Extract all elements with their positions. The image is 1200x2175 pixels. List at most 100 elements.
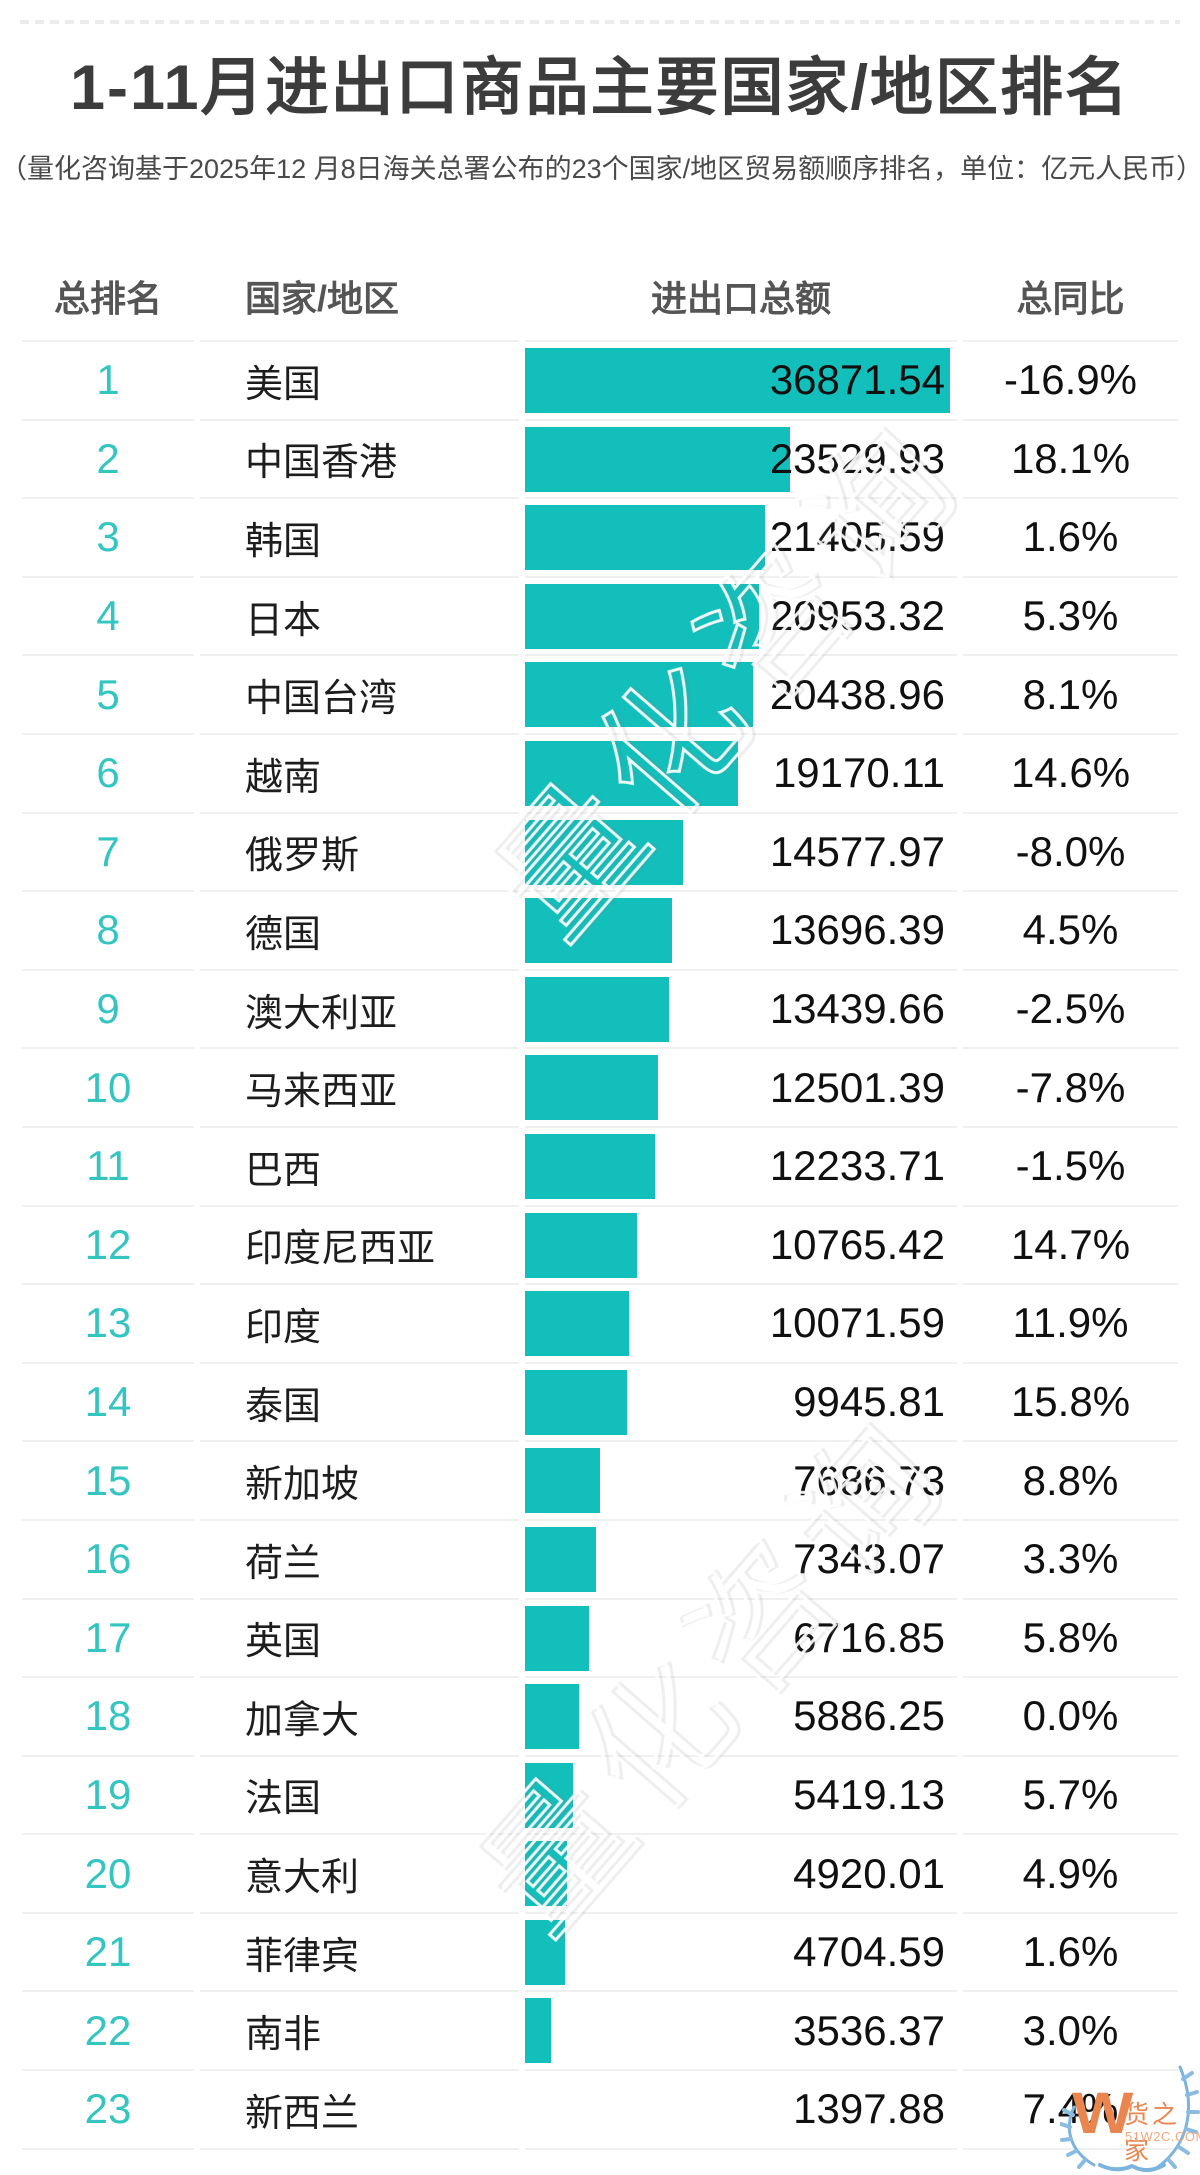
logo-w-mark: W [1072, 2081, 1134, 2146]
dashed-divider [20, 20, 1180, 24]
yoy-value: -7.8% [1015, 1063, 1126, 1111]
bar-cell: 21405.59 [525, 499, 957, 578]
yoy-value: 3.3% [1022, 1535, 1119, 1583]
region-name: 中国台湾 [245, 678, 398, 721]
trade-total-value: 6716.85 [793, 1613, 945, 1661]
region-name: 新西兰 [245, 2092, 360, 2135]
bar-cell: 13696.39 [525, 892, 957, 971]
trade-total-bar [525, 583, 760, 649]
region-cell: 新加坡 [200, 1442, 519, 1521]
region-cell: 中国香港 [200, 421, 519, 500]
region-cell: 越南 [200, 735, 519, 814]
table-row: 9 澳大利亚 13439.66 -2.5% [22, 971, 1178, 1050]
huozhijia-logo: W 货之家 51W2C.COM [1060, 2055, 1200, 2175]
bar-cell: 5419.13 [525, 1757, 957, 1836]
rank-cell: 11 [22, 1128, 194, 1207]
yoy-cell: 15.8% [963, 1364, 1178, 1443]
rank-value: 7 [96, 827, 120, 875]
region-cell: 韩国 [200, 499, 519, 578]
region-cell: 德国 [200, 892, 519, 971]
table-row: 17 英国 6716.85 5.8% [22, 1600, 1178, 1679]
trade-total-value: 19170.11 [772, 749, 945, 797]
bar-cell: 1397.88 [525, 2071, 957, 2150]
trade-total-bar [525, 662, 754, 728]
table-row: 7 俄罗斯 14577.97 -8.0% [22, 814, 1178, 893]
trade-total-bar [525, 1526, 597, 1592]
yoy-value: 8.1% [1022, 670, 1119, 718]
rank-cell: 1 [22, 342, 194, 421]
table-row: 5 中国台湾 20438.96 8.1% [22, 656, 1178, 735]
trade-total-bar [525, 348, 951, 413]
rank-cell: 4 [22, 578, 194, 657]
bar-cell: 20438.96 [525, 656, 957, 735]
trade-total-value: 13439.66 [769, 985, 945, 1033]
yoy-cell: 14.6% [963, 735, 1178, 814]
bar-cell: 12233.71 [525, 1128, 957, 1207]
region-cell: 美国 [200, 342, 519, 421]
trade-total-bar [525, 1605, 589, 1671]
region-name: 德国 [245, 913, 322, 956]
trade-total-bar [525, 898, 673, 964]
bar-cell: 4704.59 [525, 1914, 957, 1993]
yoy-value: 18.1% [1010, 434, 1131, 482]
bar-cell: 3536.37 [525, 1992, 957, 2072]
table-row: 15 新加坡 7686.73 8.8% [22, 1442, 1178, 1521]
trade-total-bar [525, 1291, 629, 1357]
rank-cell: 20 [22, 1835, 194, 1914]
ranking-table: 总排名 国家/地区 进出口总额 总同比 1 美国 36871.54 -16.9% 2 中国… [22, 252, 1178, 2150]
bar-cell: 19170.11 [525, 735, 957, 814]
trade-total-bar [525, 1841, 568, 1907]
bar-cell: 10765.42 [525, 1207, 957, 1286]
trade-total-value: 23529.93 [769, 434, 945, 482]
trade-total-bar [525, 1369, 628, 1435]
rank-value: 1 [96, 356, 120, 404]
region-cell: 澳大利亚 [200, 971, 519, 1050]
bar-cell: 20953.32 [525, 578, 957, 657]
region-name: 荷兰 [245, 1542, 322, 1585]
trade-total-value: 10765.42 [769, 1220, 945, 1268]
rank-value: 12 [84, 1220, 132, 1268]
rank-value: 3 [96, 513, 120, 561]
header-yoy: 总同比 [963, 252, 1178, 342]
rank-cell: 22 [22, 1992, 194, 2072]
region-name: 俄罗斯 [245, 835, 360, 878]
rank-value: 19 [84, 1770, 132, 1818]
trade-total-bar [525, 1133, 655, 1199]
trade-total-value: 4920.01 [793, 1849, 945, 1897]
region-cell: 英国 [200, 1600, 519, 1679]
yoy-cell: 8.8% [963, 1442, 1178, 1521]
trade-total-bar [525, 426, 791, 492]
table-row: 8 德国 13696.39 4.5% [22, 892, 1178, 971]
yoy-value: 15.8% [1010, 1378, 1131, 1426]
trade-total-bar [525, 1919, 565, 1985]
trade-total-bar [525, 1998, 551, 2064]
rank-cell: 15 [22, 1442, 194, 1521]
rank-value: 22 [84, 2006, 132, 2054]
region-cell: 中国台湾 [200, 656, 519, 735]
region-cell: 加拿大 [200, 1678, 519, 1757]
region-name: 菲律宾 [245, 1935, 360, 1978]
bar-cell: 14577.97 [525, 814, 957, 893]
rank-cell: 8 [22, 892, 194, 971]
trade-total-value: 3536.37 [793, 2006, 945, 2054]
rank-cell: 16 [22, 1521, 194, 1600]
bar-cell: 10071.59 [525, 1285, 957, 1364]
trade-total-bar [525, 1762, 574, 1828]
region-cell: 印度尼西亚 [200, 1207, 519, 1286]
yoy-cell: 1.6% [963, 499, 1178, 578]
region-name: 意大利 [245, 1857, 360, 1900]
yoy-cell: -8.0% [963, 814, 1178, 893]
rank-cell: 7 [22, 814, 194, 893]
region-cell: 巴西 [200, 1128, 519, 1207]
rank-cell: 23 [22, 2071, 194, 2150]
trade-total-bar [525, 1055, 659, 1121]
trade-total-value: 14577.97 [769, 827, 945, 875]
rank-value: 16 [84, 1535, 132, 1583]
rank-value: 9 [96, 985, 120, 1033]
region-cell: 意大利 [200, 1835, 519, 1914]
region-name: 南非 [245, 2014, 322, 2057]
yoy-cell: 1.6% [963, 1914, 1178, 1993]
table-row: 2 中国香港 23529.93 18.1% [22, 421, 1178, 500]
region-name: 澳大利亚 [245, 992, 398, 1035]
rank-value: 23 [84, 2085, 132, 2133]
